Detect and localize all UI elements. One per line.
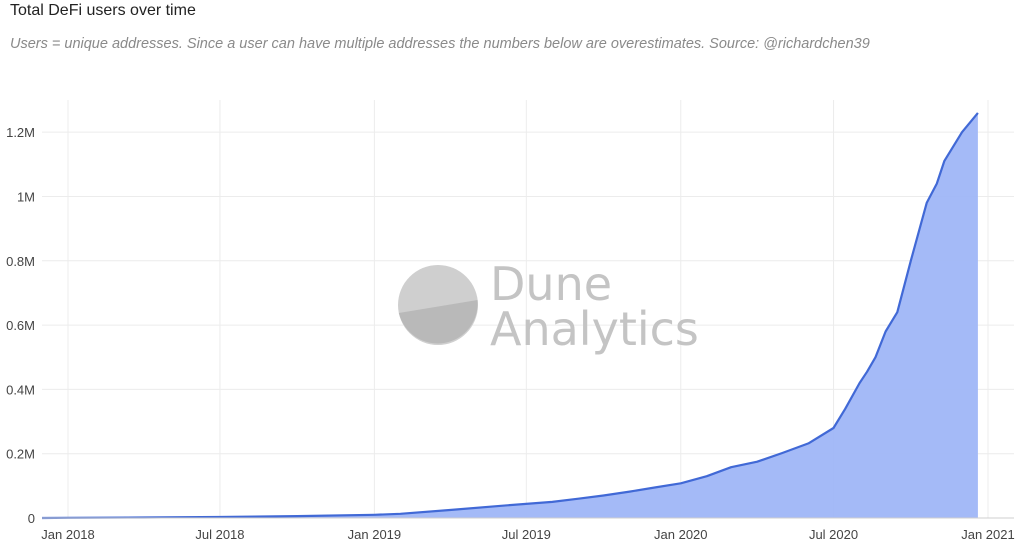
chart-subtitle: Users = unique addresses. Since a user c… — [10, 36, 870, 52]
series-line — [41, 112, 979, 520]
series-layer — [41, 112, 979, 520]
axes: Jan 2018 Jul 2018 Jan 2019 Jul 2019 Jan 2020… — [6, 125, 1015, 542]
y-tick-label: 0.6M — [6, 318, 35, 333]
x-tick-label: Jan 2020 — [654, 527, 708, 542]
x-tick-label: Jan 2019 — [348, 527, 402, 542]
watermark-line-2: Analytics — [490, 302, 699, 356]
y-tick-label: 0 — [28, 511, 35, 526]
y-tick-label: 1M — [17, 189, 35, 204]
x-tick-label: Jul 2019 — [502, 527, 551, 542]
x-tick-label: Jan 2018 — [41, 527, 95, 542]
x-tick-label: Jan 2021 — [961, 527, 1015, 542]
series-area — [42, 112, 978, 519]
x-tick-label: Jul 2018 — [195, 527, 244, 542]
x-tick-label: Jul 2020 — [809, 527, 858, 542]
y-tick-label: 1.2M — [6, 125, 35, 140]
chart-title: Total DeFi users over time — [10, 2, 196, 19]
dune-analytics-watermark: Dune Analytics — [398, 257, 699, 356]
y-tick-label: 0.8M — [6, 254, 35, 269]
y-tick-label: 0.2M — [6, 447, 35, 462]
watermark-line-1: Dune — [490, 257, 612, 311]
y-tick-label: 0.4M — [6, 382, 35, 397]
dune-logo-shade — [398, 300, 478, 344]
